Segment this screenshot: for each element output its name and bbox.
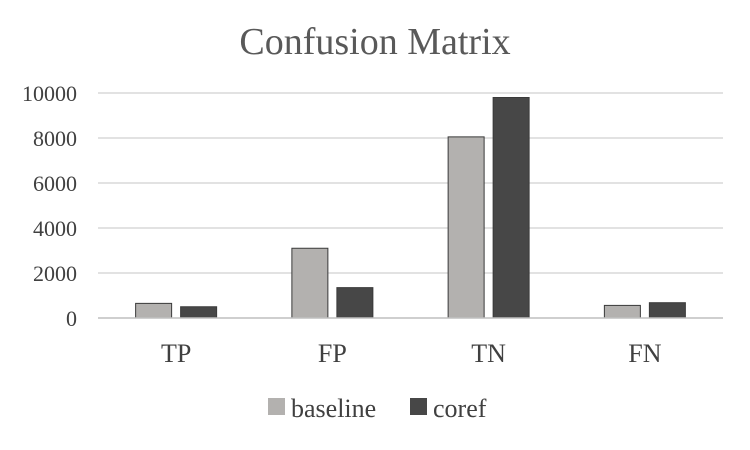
legend-swatch-baseline (268, 398, 285, 415)
bar-coref-TP (180, 306, 218, 319)
x-category-label: FN (628, 339, 661, 368)
chart-title: Confusion Matrix (239, 21, 510, 63)
x-category-label: FP (318, 339, 347, 368)
y-axis-ticks: 0 2000 4000 6000 8000 10000 (22, 81, 77, 331)
y-tick-label: 10000 (22, 81, 77, 106)
y-tick-label: 2000 (33, 261, 77, 286)
legend-label-baseline: baseline (291, 394, 376, 423)
x-category-label: TP (161, 339, 191, 368)
y-tick-label: 8000 (33, 126, 77, 151)
bar-baseline-FN (603, 304, 641, 319)
bar-baseline-TN (447, 136, 485, 319)
bar-baseline-FP (291, 247, 329, 319)
bar-coref-TN (492, 97, 530, 319)
legend-swatch-coref (410, 398, 427, 415)
y-tick-label: 4000 (33, 216, 77, 241)
bar-coref-FN (648, 302, 686, 319)
y-tick-label: 0 (66, 306, 77, 331)
legend-label-coref: coref (433, 394, 487, 423)
bars (135, 97, 686, 319)
bar-baseline-TP (135, 302, 173, 319)
bar-coref-FP (336, 287, 374, 319)
x-category-label: TN (471, 339, 506, 368)
gridlines (98, 92, 723, 274)
legend: baseline coref (268, 394, 487, 423)
x-axis-categories: TP FP TN FN (161, 339, 662, 368)
y-tick-label: 6000 (33, 171, 77, 196)
